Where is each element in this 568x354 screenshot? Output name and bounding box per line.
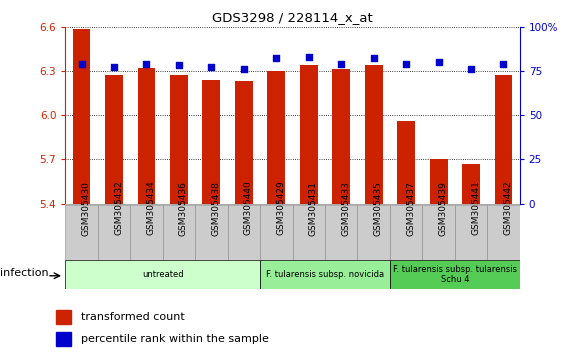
Text: infection: infection — [0, 268, 49, 278]
Bar — [495, 75, 512, 204]
Bar — [56, 310, 71, 324]
Bar — [293, 205, 325, 260]
Title: GDS3298 / 228114_x_at: GDS3298 / 228114_x_at — [212, 11, 373, 24]
Bar — [73, 29, 90, 204]
Bar — [300, 65, 318, 204]
Bar — [390, 260, 520, 289]
Bar — [228, 205, 260, 260]
Bar — [56, 332, 71, 346]
Bar — [397, 121, 415, 204]
Text: GSM305436: GSM305436 — [179, 181, 188, 235]
Text: F. tularensis subsp. novicida: F. tularensis subsp. novicida — [266, 270, 384, 279]
Text: GSM305440: GSM305440 — [244, 181, 253, 235]
Text: GSM305432: GSM305432 — [114, 181, 123, 235]
Bar — [357, 205, 390, 260]
Point — [337, 61, 346, 67]
Text: transformed count: transformed count — [81, 312, 185, 322]
Text: GSM305435: GSM305435 — [374, 181, 383, 235]
Point — [304, 54, 314, 59]
Bar — [325, 205, 357, 260]
Bar — [390, 205, 423, 260]
Text: GSM305431: GSM305431 — [309, 181, 318, 235]
Bar — [455, 205, 487, 260]
Text: GSM305430: GSM305430 — [82, 181, 90, 235]
Bar — [423, 205, 455, 260]
Text: GSM305438: GSM305438 — [211, 181, 220, 235]
Bar — [365, 65, 383, 204]
Point — [142, 61, 151, 67]
Bar — [429, 159, 448, 204]
Text: GSM305439: GSM305439 — [438, 181, 448, 235]
Bar — [98, 205, 130, 260]
Point — [110, 64, 119, 70]
Point — [239, 66, 248, 72]
Point — [207, 64, 216, 70]
Bar — [162, 205, 195, 260]
Bar — [332, 69, 350, 204]
Text: GSM305433: GSM305433 — [341, 181, 350, 235]
Bar — [268, 71, 285, 204]
Bar — [137, 68, 156, 204]
Point — [434, 59, 443, 65]
Bar — [65, 205, 98, 260]
Text: GSM305442: GSM305442 — [503, 181, 512, 235]
Point — [174, 63, 183, 68]
Bar — [202, 80, 220, 204]
Text: GSM305437: GSM305437 — [406, 181, 415, 235]
Bar — [195, 205, 228, 260]
Bar — [65, 260, 260, 289]
Text: GSM305429: GSM305429 — [276, 181, 285, 235]
Point — [77, 61, 86, 67]
Point — [499, 61, 508, 67]
Bar — [260, 205, 293, 260]
Text: F. tularensis subsp. tularensis
Schu 4: F. tularensis subsp. tularensis Schu 4 — [393, 265, 517, 284]
Bar — [462, 164, 480, 204]
Bar — [235, 81, 253, 204]
Text: GSM305441: GSM305441 — [471, 181, 480, 235]
Bar — [170, 75, 188, 204]
Bar — [105, 75, 123, 204]
Text: GSM305434: GSM305434 — [147, 181, 156, 235]
Point — [369, 56, 378, 61]
Text: untreated: untreated — [142, 270, 183, 279]
Point — [272, 56, 281, 61]
Text: percentile rank within the sample: percentile rank within the sample — [81, 334, 269, 344]
Bar — [130, 205, 162, 260]
Point — [402, 61, 411, 67]
Bar — [487, 205, 520, 260]
Bar — [260, 260, 390, 289]
Point — [466, 66, 475, 72]
